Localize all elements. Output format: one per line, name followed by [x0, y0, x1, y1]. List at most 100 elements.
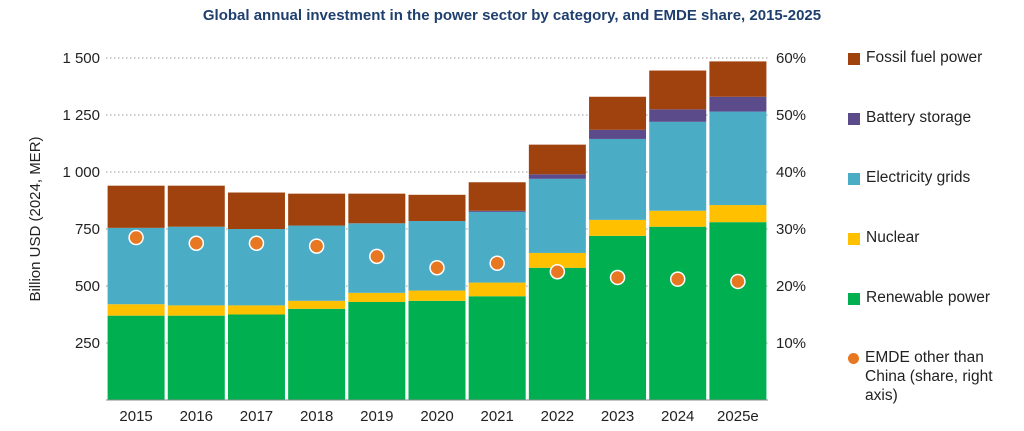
- bar-segment: [107, 315, 165, 400]
- bar-segment: [468, 210, 526, 212]
- x-tick-label: 2022: [541, 408, 574, 425]
- legend-swatch: [848, 233, 860, 245]
- bar-segment: [649, 70, 707, 110]
- y-tick-label: 1 000: [62, 164, 100, 181]
- x-tick-label: 2016: [180, 408, 213, 425]
- emde-share-point: [669, 271, 686, 287]
- bar-segment: [227, 192, 285, 229]
- bar-segment: [709, 205, 767, 223]
- x-tick-label: 2020: [420, 408, 453, 425]
- legend-label: Renewable power: [866, 289, 991, 306]
- x-tick-label: 2017: [240, 408, 273, 425]
- bar-segment: [408, 221, 466, 291]
- legend-swatch: [848, 113, 860, 125]
- bar-segment: [167, 315, 225, 400]
- emde-share-point: [308, 238, 325, 254]
- y-tick-label: 1 500: [62, 50, 100, 67]
- legend-swatch: [848, 173, 860, 185]
- bar-segment: [528, 178, 586, 253]
- bar-segment: [107, 185, 165, 228]
- legend-item-nuclear: Nuclear: [848, 228, 1024, 247]
- legend-label: Nuclear: [866, 229, 920, 246]
- emde-share-point: [730, 273, 746, 290]
- y-tick-label: 500: [75, 278, 100, 295]
- bar-segment: [107, 304, 165, 316]
- bar-segment: [468, 296, 526, 400]
- bar-segment: [528, 144, 586, 175]
- bar-segment: [589, 129, 647, 139]
- y-tick-label: 1 250: [62, 107, 100, 124]
- y2-tick-label: 40%: [776, 164, 806, 181]
- x-tick-label: 2015: [119, 408, 152, 425]
- x-tick-label: 2024: [661, 408, 694, 425]
- emde-share-point: [549, 264, 566, 280]
- emde-share-point: [489, 255, 505, 271]
- bar-segment: [528, 267, 586, 400]
- bar-segment: [589, 96, 647, 130]
- legend-swatch: [848, 53, 860, 65]
- bar-segment: [589, 219, 647, 236]
- x-tick-label: 2019: [360, 408, 393, 425]
- bar-segment: [528, 174, 586, 179]
- bar-segment: [408, 194, 466, 222]
- bar-segment: [468, 211, 526, 283]
- bar-segment: [288, 193, 346, 226]
- bar-segment: [288, 308, 346, 400]
- legend-swatch: [848, 353, 859, 364]
- legend-label: Battery storage: [866, 109, 972, 126]
- bar-segment: [709, 111, 767, 206]
- emde-share-point: [188, 235, 205, 251]
- emde-share-point: [369, 248, 385, 265]
- x-tick-label: 2021: [480, 408, 513, 425]
- legend-swatch: [848, 293, 860, 305]
- y2-tick-label: 60%: [776, 50, 806, 67]
- bar-segment: [649, 210, 707, 227]
- bar-segment: [167, 185, 225, 227]
- legend-item-renewable-power: Renewable power: [848, 288, 1024, 307]
- bar-segment: [649, 121, 707, 211]
- bar-segment: [649, 226, 707, 400]
- bar-segment: [589, 235, 647, 400]
- bar-segment: [709, 222, 767, 400]
- legend-label: EMDE other than China (share, right axis…: [865, 349, 993, 404]
- bar-segment: [348, 301, 406, 400]
- x-tick-label: 2018: [300, 408, 333, 425]
- chart-title: Global annual investment in the power se…: [202, 7, 822, 24]
- bar-segment: [468, 282, 526, 297]
- emde-share-point: [128, 229, 144, 246]
- legend-item-fossil-fuel-power: Fossil fuel power: [848, 48, 1024, 67]
- y2-tick-label: 30%: [776, 221, 806, 238]
- legend-label: Fossil fuel power: [866, 49, 983, 66]
- legend-item-battery-storage: Battery storage: [848, 108, 1024, 127]
- bar-segment: [288, 300, 346, 309]
- y-tick-label: 250: [75, 335, 100, 352]
- bar-segment: [589, 138, 647, 220]
- emde-share-point: [248, 235, 265, 251]
- bar-segment: [709, 96, 767, 112]
- y2-tick-label: 20%: [776, 278, 806, 295]
- bar-segment: [227, 305, 285, 315]
- bar-segment: [348, 292, 406, 302]
- y-tick-label: 750: [75, 221, 100, 238]
- bar-segment: [288, 225, 346, 301]
- bar-segment: [227, 314, 285, 400]
- bar-segment: [468, 182, 526, 211]
- y2-tick-label: 50%: [776, 107, 806, 124]
- y2-tick-label: 10%: [776, 335, 806, 352]
- legend-label: Electricity grids: [866, 169, 971, 186]
- legend-item-electricity-grids: Electricity grids: [848, 168, 1024, 187]
- bar-segment: [167, 305, 225, 316]
- x-tick-label: 2025e: [717, 408, 759, 425]
- x-tick-label: 2023: [601, 408, 634, 425]
- bar-segment: [709, 61, 767, 97]
- bar-segment: [649, 109, 707, 122]
- bar-segment: [408, 300, 466, 400]
- legend-item-emde-share: EMDE other than China (share, right axis…: [848, 348, 1024, 405]
- bar-segment: [528, 252, 586, 268]
- bar-segment: [348, 193, 406, 224]
- bar-segment: [408, 290, 466, 301]
- emde-share-point: [429, 260, 445, 276]
- y-axis-title: Billion USD (2024, MER): [27, 136, 44, 301]
- emde-share-point: [609, 269, 626, 286]
